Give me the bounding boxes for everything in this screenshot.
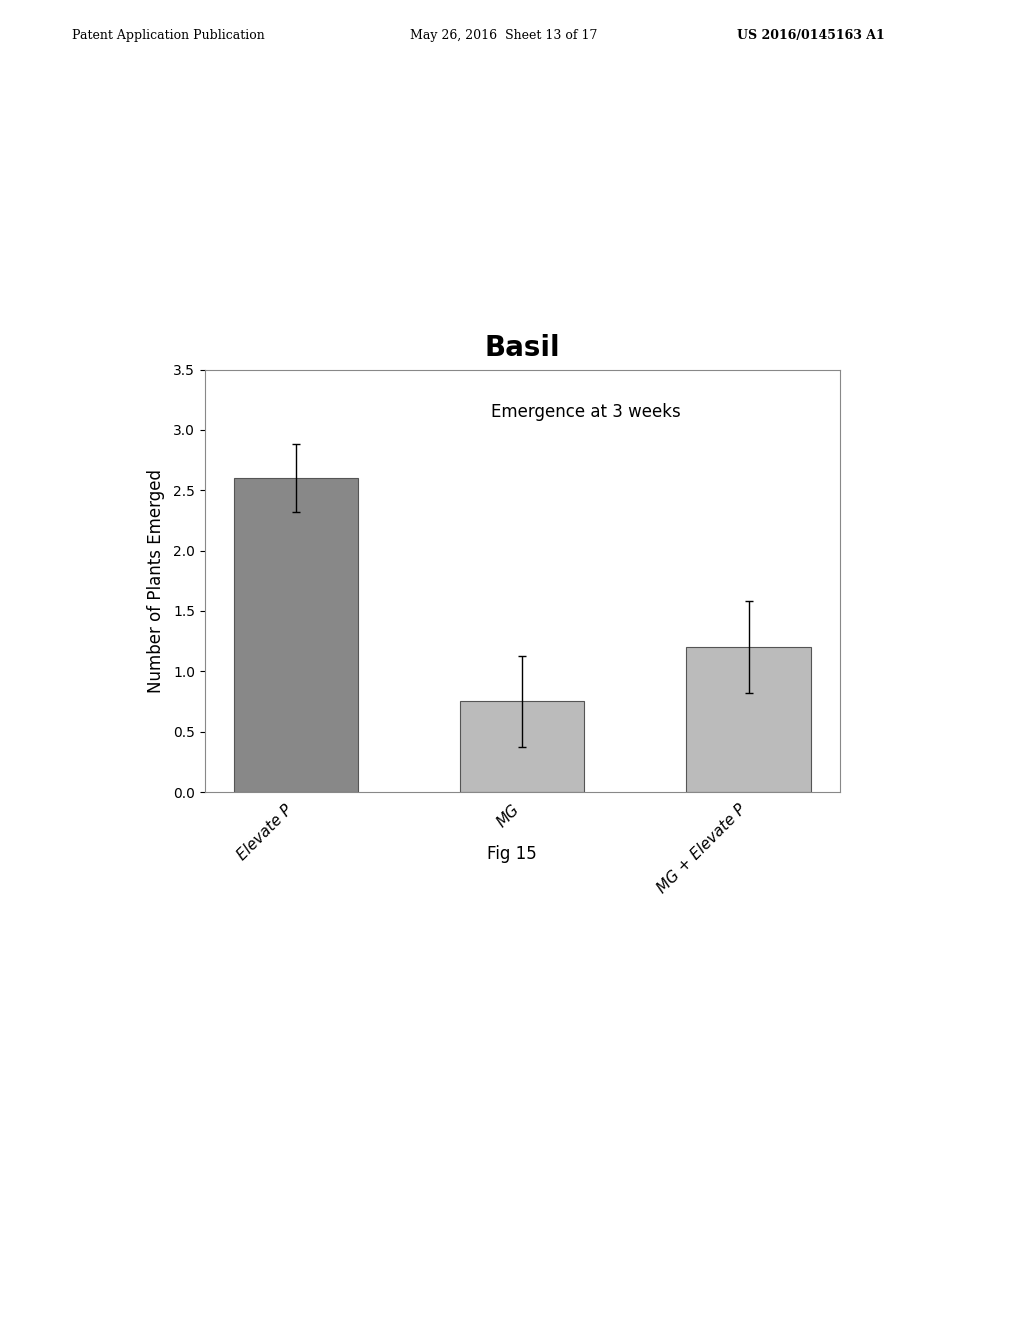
Bar [460, 701, 585, 792]
Text: May 26, 2016  Sheet 13 of 17: May 26, 2016 Sheet 13 of 17 [410, 29, 597, 42]
Bar [233, 478, 358, 792]
Text: Patent Application Publication: Patent Application Publication [72, 29, 264, 42]
Text: Fig 15: Fig 15 [487, 845, 537, 863]
Bar [686, 647, 811, 792]
Text: Emergence at 3 weeks: Emergence at 3 weeks [490, 404, 681, 421]
Title: Basil: Basil [484, 334, 560, 362]
Text: US 2016/0145163 A1: US 2016/0145163 A1 [737, 29, 885, 42]
Y-axis label: Number of Plants Emerged: Number of Plants Emerged [146, 469, 165, 693]
